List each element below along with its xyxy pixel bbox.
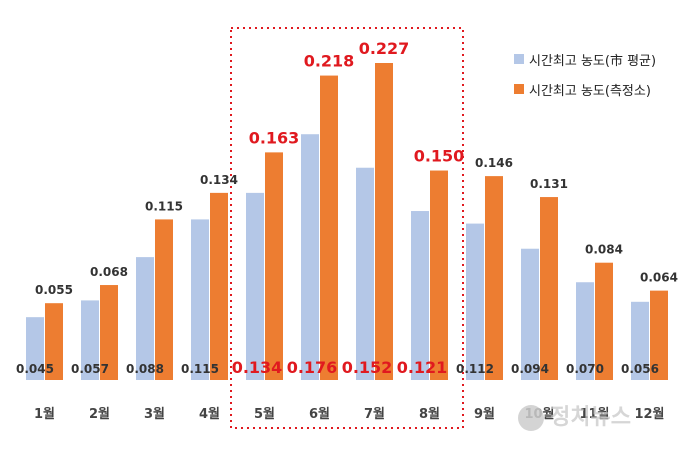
legend-label-station: 시간최고 농도(측정소) — [529, 83, 651, 99]
x-tick-label: 9월 — [474, 406, 495, 422]
watermark-logo-icon — [518, 405, 544, 431]
watermark: 정치뉴스 — [518, 399, 631, 431]
highlight-box — [230, 27, 464, 429]
bar-city-average — [521, 248, 539, 380]
x-tick-label: 1월 — [34, 406, 55, 422]
x-tick-label: 2월 — [89, 406, 110, 422]
bar-station — [155, 219, 173, 380]
data-label-city-average: 0.134 — [232, 358, 283, 377]
data-label-station: 0.115 — [145, 199, 183, 213]
legend: 시간최고 농도(市 평균) 시간최고 농도(측정소) — [514, 44, 656, 104]
bar-station — [265, 152, 283, 380]
bar-city-average — [81, 300, 99, 380]
bar-station — [45, 303, 63, 380]
bar-station — [430, 170, 448, 380]
data-label-city-average: 0.176 — [287, 358, 338, 377]
legend-label-city-average: 시간최고 농도(市 평균) — [529, 53, 657, 69]
data-label-station: 0.131 — [530, 177, 568, 191]
data-label-station: 0.150 — [414, 147, 465, 166]
legend-item-city-average: 시간최고 농도(市 평균) — [514, 44, 656, 74]
x-tick-label: 6월 — [309, 406, 330, 422]
bar-station — [485, 176, 503, 380]
bar-city-average — [26, 317, 44, 380]
data-label-city-average: 0.152 — [342, 358, 393, 377]
x-tick-label: 11월 — [579, 406, 609, 422]
legend-swatch-city-average — [514, 54, 524, 64]
data-label-city-average: 0.088 — [126, 362, 164, 376]
data-label-city-average: 0.070 — [566, 362, 604, 376]
bar-city-average — [411, 211, 429, 380]
bar-station — [595, 262, 613, 380]
data-label-city-average: 0.045 — [16, 362, 54, 376]
data-label-station: 0.218 — [304, 52, 355, 71]
x-tick-label: 3월 — [144, 406, 165, 422]
data-label-city-average: 0.057 — [71, 362, 109, 376]
data-label-city-average: 0.112 — [456, 362, 494, 376]
data-label-station: 0.064 — [640, 271, 678, 285]
bar-city-average — [191, 219, 209, 380]
bar-station — [100, 285, 118, 380]
data-label-station: 0.068 — [90, 265, 128, 279]
bar-station — [210, 192, 228, 380]
x-tick-label: 12월 — [634, 406, 664, 422]
bar-station — [540, 197, 558, 380]
data-label-city-average: 0.094 — [511, 362, 549, 376]
data-label-station: 0.055 — [35, 283, 73, 297]
data-label-city-average: 0.056 — [621, 362, 659, 376]
x-tick-label: 4월 — [199, 406, 220, 422]
bar-city-average — [136, 257, 154, 380]
bar-city-average — [301, 134, 319, 380]
x-tick-label: 7월 — [364, 406, 385, 422]
bar-station — [650, 290, 668, 380]
legend-item-station: 시간최고 농도(측정소) — [514, 74, 656, 104]
x-tick-label: 5월 — [254, 406, 275, 422]
watermark-text: 정치뉴스 — [550, 405, 631, 430]
data-label-station: 0.084 — [585, 243, 623, 257]
bar-city-average — [631, 301, 649, 380]
bar-city-average — [246, 192, 264, 380]
data-label-station: 0.146 — [475, 156, 513, 170]
data-label-station: 0.227 — [359, 39, 410, 58]
data-label-city-average: 0.115 — [181, 362, 219, 376]
bar-city-average — [356, 167, 374, 380]
data-label-city-average: 0.121 — [397, 358, 448, 377]
bar-station — [320, 75, 338, 380]
bar-city-average — [576, 282, 594, 380]
data-label-station: 0.163 — [249, 128, 300, 147]
legend-swatch-station — [514, 84, 524, 94]
x-tick-label: 8월 — [419, 406, 440, 422]
data-label-station: 0.134 — [200, 173, 238, 187]
bar-station — [375, 63, 393, 380]
bar-city-average — [466, 223, 484, 380]
